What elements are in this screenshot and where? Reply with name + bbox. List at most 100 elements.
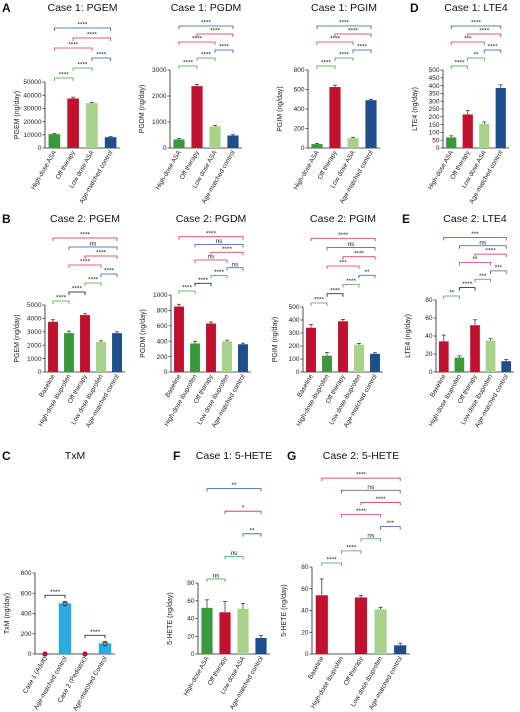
significance-bracket (214, 49, 234, 53)
significance-label: **** (210, 28, 221, 35)
bar (238, 344, 248, 372)
bar (495, 87, 506, 148)
panel-label: A (2, 1, 11, 15)
significance-bracket (242, 533, 262, 537)
significance-label: **** (462, 281, 473, 288)
y-tick-label: 4000 (27, 316, 42, 323)
x-category-label: Age-matched control (229, 655, 265, 711)
x-category-label: Baseline (307, 655, 326, 680)
y-tick-label: 3000 (27, 329, 42, 336)
bar (365, 100, 377, 148)
bar (338, 321, 348, 372)
panel-label: E (402, 212, 410, 226)
significance-bracket (178, 236, 244, 240)
y-tick-label: 80 (425, 297, 433, 304)
y-tick-label: 10000 (23, 132, 41, 139)
significance-bracket (72, 37, 112, 41)
significance-label: **** (330, 36, 341, 43)
y-tick-label: 80 (301, 564, 309, 571)
x-category-label: High-dose ASA (155, 149, 183, 191)
y-tick-label: 0 (163, 145, 167, 152)
significance-bracket (84, 634, 106, 639)
significance-bracket (68, 291, 86, 295)
significance-label: **** (182, 285, 193, 292)
significance-label: **** (339, 20, 350, 27)
significance-label: **** (376, 496, 387, 503)
y-tick-label: 100 (429, 130, 440, 137)
y-tick-label: 2000 (152, 93, 167, 100)
bar (190, 343, 200, 372)
y-tick-label: 0 (191, 651, 195, 658)
chart-a3: Case 1: PGIM 0 200 400 600 800 PGIM (ng/day) Hi… (277, 2, 380, 205)
y-tick-label: 20 (301, 629, 309, 636)
x-category-label: Age-matched control (78, 149, 114, 205)
bar (462, 114, 473, 148)
significance-label: **** (59, 72, 70, 79)
significance-bracket (316, 25, 372, 29)
bar (219, 612, 231, 654)
y-axis-label: 5-HETE (ng/day) (281, 584, 288, 637)
significance-bracket (450, 65, 469, 69)
significance-bracket (310, 302, 328, 306)
significance-bracket (210, 275, 228, 279)
significance-label: ** (364, 269, 370, 276)
significance-label: **** (454, 60, 465, 67)
bar (485, 340, 496, 372)
significance-label: **** (56, 295, 67, 302)
bar (374, 609, 387, 654)
y-tick-label: 30000 (23, 106, 41, 113)
y-tick-label: 3000 (152, 67, 167, 74)
chart-title: Case 1: PGIM (311, 2, 377, 14)
y-axis-label: LTE4 (ng/day) (412, 87, 419, 131)
y-tick-label: 0 (429, 369, 433, 376)
significance-label: **** (87, 32, 98, 39)
significance-label: **** (354, 250, 365, 257)
y-tick-label: 200 (294, 126, 305, 133)
significance-bracket (458, 262, 492, 266)
significance-bracket (458, 287, 476, 291)
y-axis-label: PGEM (ng/day) (14, 314, 21, 362)
y-tick-label: 800 (21, 570, 32, 577)
significance-label: **** (77, 22, 88, 29)
significance-label: **** (104, 268, 115, 275)
chart-f: F Case 1: 5-HETE 0 20 40 60 80 5-HETE (ng/day) H… (167, 449, 272, 711)
bar (112, 333, 122, 372)
y-tick-label: 250 (429, 106, 440, 113)
significance-bracket (206, 488, 262, 492)
bar (98, 643, 112, 654)
panel-label: B (2, 212, 11, 226)
y-tick-label: 350 (429, 91, 440, 98)
bar (174, 306, 184, 372)
significance-bracket (84, 255, 118, 259)
y-tick-label: 200 (289, 343, 300, 350)
y-tick-label: 20 (187, 633, 195, 640)
significance-bracket (68, 246, 118, 250)
significance-bracket (194, 244, 244, 248)
significance-bracket (352, 49, 372, 53)
significance-label: **** (201, 20, 212, 27)
y-axis-label: LTE4 (ng/day) (405, 314, 412, 358)
y-tick-label: 400 (289, 317, 300, 324)
chart-title: Case 2: PGIM (310, 213, 376, 225)
significance-label: **** (192, 36, 203, 43)
y-tick-label: 450 (429, 75, 440, 82)
significance-label: **** (222, 246, 233, 253)
chart-title: TxM (65, 450, 85, 462)
significance-label: **** (356, 472, 367, 479)
chart-title: Case 1: 5-HETE (196, 450, 272, 462)
significance-label: ns (367, 532, 375, 539)
chart-title: Case 2: 5-HETE (323, 450, 399, 462)
significance-bracket (68, 264, 102, 268)
significance-label: ns (367, 484, 375, 491)
significance-bracket (326, 293, 344, 297)
y-tick-label: 400 (21, 611, 32, 618)
y-tick-label: 400 (157, 338, 168, 345)
significance-label: **** (72, 286, 83, 293)
y-tick-label: 0 (301, 145, 305, 152)
chart-a2: Case 1: PGDM 0 1000 2000 3000 PGDM (ng/day) Hi… (139, 2, 242, 205)
chart-title: Case 1: LTE4 (444, 2, 508, 14)
significance-label: **** (486, 248, 497, 255)
significance-label: **** (80, 259, 91, 266)
significance-bracket (310, 237, 376, 242)
significance-bracket (450, 41, 485, 45)
